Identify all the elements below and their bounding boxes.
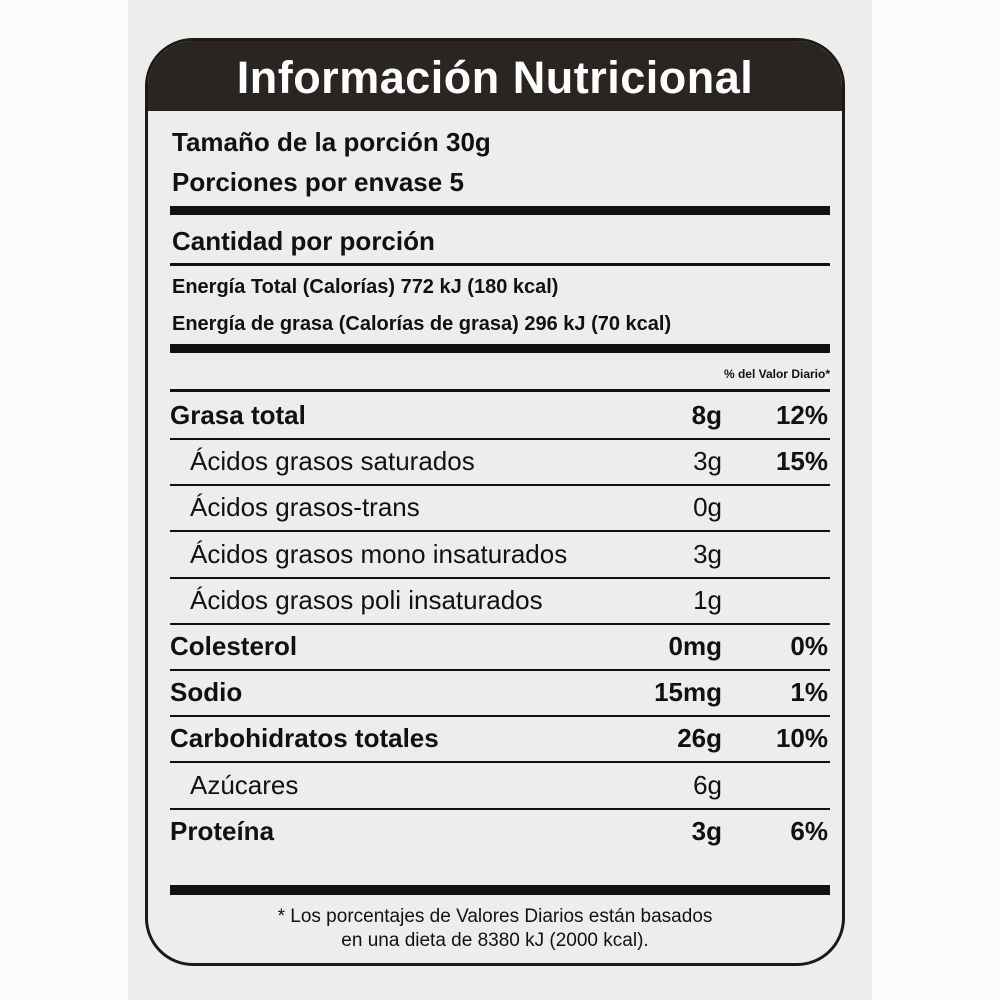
divider — [170, 389, 830, 392]
nutrient-row: Carbohidratos totales 26g 10% — [170, 715, 830, 761]
nutrient-amount: 3g — [691, 815, 722, 846]
nutrient-amount: 3g — [693, 446, 722, 477]
row-divider — [170, 669, 830, 671]
nutrient-amount: 1g — [693, 584, 722, 615]
servings-per-container: Porciones por envase 5 — [172, 167, 464, 197]
daily-value-header: % del Valor Diario* — [723, 367, 830, 381]
nutrient-amount: 8g — [691, 400, 722, 430]
energy-fat: Energía de grasa (Calorías de grasa) 296… — [172, 313, 672, 335]
background-left — [0, 0, 128, 1000]
nutrient-daily-value: 0% — [790, 631, 828, 661]
nutrient-amount: 0mg — [668, 631, 722, 661]
nutrient-amount: 0g — [693, 492, 722, 523]
nutrient-name: Ácidos grasos mono insaturados — [190, 538, 568, 569]
divider — [170, 263, 830, 266]
nutrient-daily-value: 1% — [790, 677, 828, 708]
nutrient-row: Azúcares 6g — [170, 762, 830, 808]
nutrient-daily-value: 10% — [775, 723, 828, 754]
divider-thick — [170, 885, 830, 895]
row-divider — [170, 761, 830, 764]
nutrient-amount: 15mg — [654, 677, 722, 708]
nutrient-row: Ácidos grasos mono insaturados 3g — [170, 531, 830, 577]
nutrient-row: Grasa total 8g 12% — [170, 392, 830, 438]
nutrition-facts-label: Información Nutricional Tamaño de la por… — [145, 38, 845, 966]
nutrient-name: Ácidos grasos poli insaturados — [190, 584, 543, 615]
row-divider — [170, 807, 830, 810]
background-right — [872, 0, 1000, 1000]
footnote-line-1: * Los porcentajes de Valores Diarios est… — [277, 906, 713, 927]
row-divider — [170, 715, 830, 718]
nutrient-row: Ácidos grasos poli insaturados 1g — [170, 577, 830, 623]
nutrient-row: Ácidos grasos-trans 0g — [170, 484, 830, 530]
nutrient-row: Proteína 3g 6% — [170, 808, 830, 854]
label-title: Información Nutricional — [148, 41, 842, 111]
row-divider — [170, 576, 830, 579]
nutrient-name: Carbohidratos totales — [170, 723, 439, 754]
nutrient-daily-value: 12% — [775, 400, 828, 430]
nutrient-name: Sodio — [170, 677, 243, 708]
nutrient-daily-value: 15% — [775, 446, 828, 477]
row-divider — [170, 530, 830, 533]
row-divider — [170, 484, 830, 487]
energy-total: Energía Total (Calorías) 772 kJ (180 kca… — [172, 276, 559, 298]
nutrient-daily-value: 6% — [790, 815, 828, 846]
nutrient-amount: 26g — [677, 723, 722, 754]
row-divider — [170, 622, 830, 625]
amount-per-serving: Cantidad por porción — [172, 226, 435, 256]
divider-thick — [170, 206, 830, 215]
divider-thick — [170, 344, 830, 353]
nutrient-name: Azúcares — [190, 769, 299, 800]
footnote-line-2: en una dieta de 8380 kJ (2000 kcal). — [341, 930, 649, 951]
row-divider — [170, 438, 830, 440]
nutrient-name: Ácidos grasos-trans — [190, 492, 420, 523]
nutrient-name: Colesterol — [170, 631, 298, 661]
serving-size: Tamaño de la porción 30g — [172, 127, 491, 157]
nutrient-name: Ácidos grasos saturados — [190, 446, 475, 477]
nutrient-amount: 6g — [693, 769, 722, 800]
nutrient-name: Grasa total — [170, 400, 306, 430]
nutrient-row: Colesterol 0mg 0% — [170, 623, 830, 669]
nutrient-row: Ácidos grasos saturados 3g 15% — [170, 438, 830, 484]
nutrient-row: Sodio 15mg 1% — [170, 669, 830, 715]
nutrient-name: Proteína — [170, 815, 275, 846]
nutrient-amount: 3g — [693, 538, 722, 569]
